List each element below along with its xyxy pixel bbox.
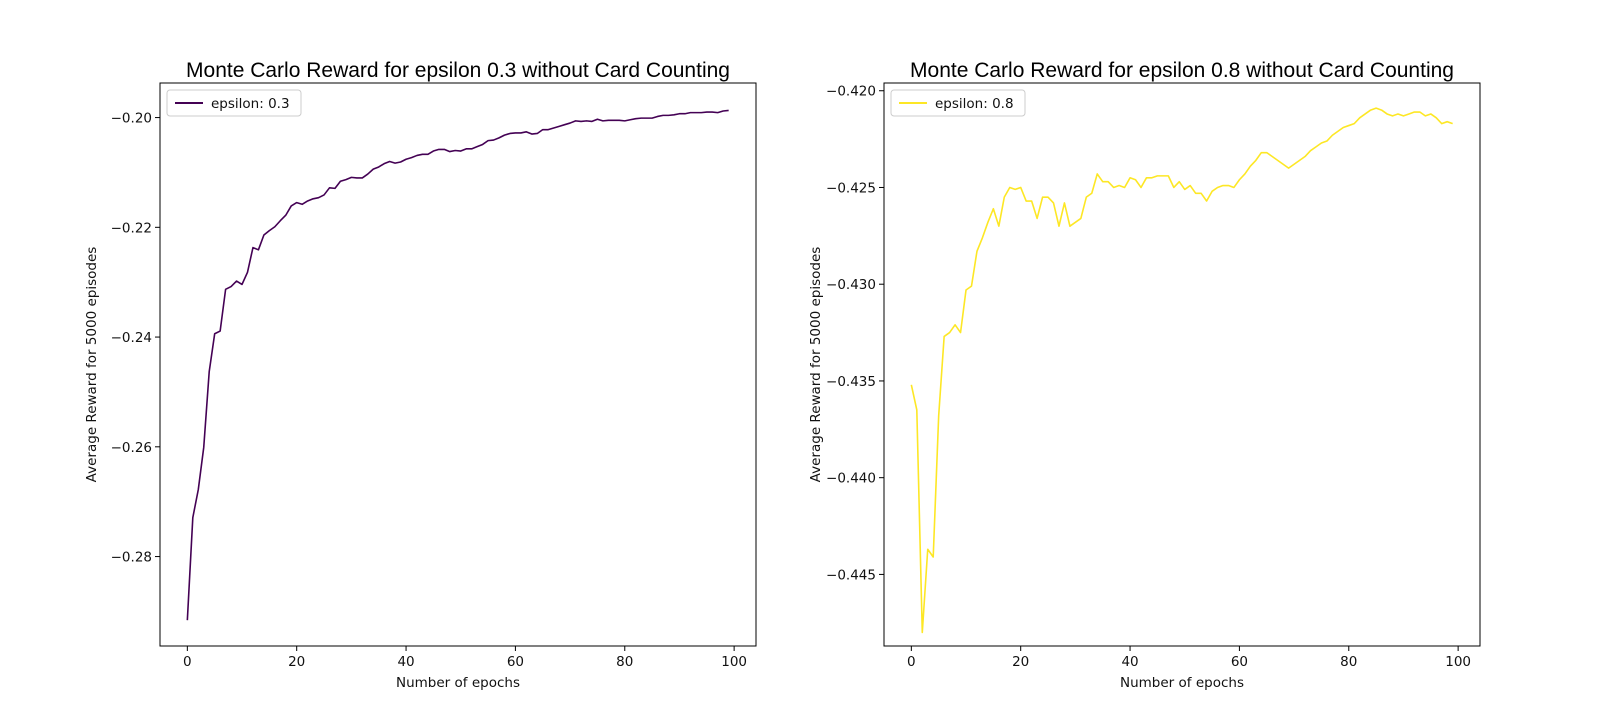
y-tick-label: −0.20 bbox=[111, 111, 152, 127]
legend-label: epsilon: 0.8 bbox=[935, 96, 1014, 112]
x-axis-label: Number of epochs bbox=[1120, 675, 1244, 691]
x-tick-label: 20 bbox=[288, 654, 305, 670]
x-tick-label: 20 bbox=[1012, 654, 1029, 670]
x-tick-label: 80 bbox=[616, 654, 633, 670]
x-tick-label: 0 bbox=[183, 654, 192, 670]
series-line-0 bbox=[186, 109, 729, 621]
legend: epsilon: 0.8 bbox=[890, 89, 1026, 117]
y-tick-label: −0.420 bbox=[826, 84, 876, 100]
chart-title: Monte Carlo Reward for epsilon 0.8 witho… bbox=[910, 59, 1454, 82]
y-tick-label: −0.425 bbox=[826, 180, 876, 196]
x-tick-label: 100 bbox=[721, 654, 747, 670]
plot-frame bbox=[883, 82, 1481, 647]
y-tick-label: −0.24 bbox=[111, 330, 152, 346]
legend-box bbox=[166, 89, 302, 117]
left-chart-panel: Monte Carlo Reward for epsilon 0.3 witho… bbox=[84, 59, 757, 691]
x-axis-label: Number of epochs bbox=[396, 675, 520, 691]
y-tick-label: −0.430 bbox=[826, 277, 876, 293]
legend-box bbox=[890, 89, 1026, 117]
x-tick-label: 0 bbox=[907, 654, 916, 670]
y-tick-label: −0.445 bbox=[826, 567, 876, 583]
x-tick-label: 40 bbox=[397, 654, 414, 670]
series-line-0 bbox=[910, 107, 1453, 634]
x-tick-label: 40 bbox=[1121, 654, 1138, 670]
y-tick-label: −0.440 bbox=[826, 471, 876, 487]
right-chart-panel: Monte Carlo Reward for epsilon 0.8 witho… bbox=[808, 59, 1481, 691]
y-tick-label: −0.28 bbox=[111, 550, 152, 566]
x-tick-label: 100 bbox=[1445, 654, 1471, 670]
y-axis-label: Average Reward for 5000 episodes bbox=[808, 247, 824, 483]
y-tick-label: −0.22 bbox=[111, 220, 152, 236]
x-tick-label: 80 bbox=[1340, 654, 1357, 670]
plot-frame bbox=[159, 82, 757, 647]
legend-label: epsilon: 0.3 bbox=[211, 96, 290, 112]
x-tick-label: 60 bbox=[1231, 654, 1248, 670]
chart-title: Monte Carlo Reward for epsilon 0.3 witho… bbox=[186, 59, 730, 82]
y-tick-label: −0.435 bbox=[826, 374, 876, 390]
legend: epsilon: 0.3 bbox=[166, 89, 302, 117]
y-tick-label: −0.26 bbox=[111, 440, 152, 456]
y-axis-label: Average Reward for 5000 episodes bbox=[84, 247, 100, 483]
x-tick-label: 60 bbox=[507, 654, 524, 670]
